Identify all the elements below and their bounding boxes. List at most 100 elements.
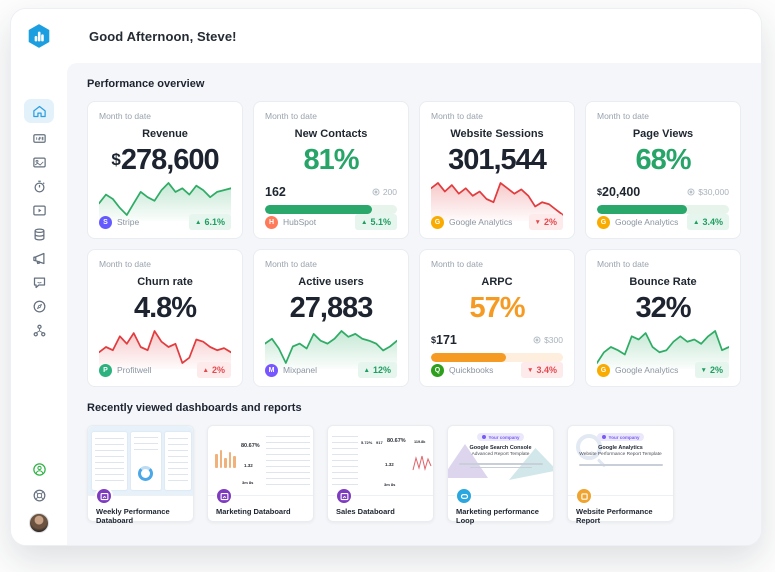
compass-icon <box>33 300 45 313</box>
kpi-period: Month to date <box>99 111 151 121</box>
kpi-value: 4.8% <box>133 292 197 324</box>
megaphone-icon <box>32 252 44 265</box>
churn-sparkline <box>98 327 232 369</box>
chat-icon <box>33 277 45 289</box>
trend-arrow-icon: ▲ <box>363 366 370 374</box>
kpi-period: Month to date <box>597 111 649 121</box>
report-thumbnail: Your company Google Analytics Website Pe… <box>568 426 673 496</box>
google-analytics-icon: G <box>597 363 610 377</box>
kpi-card-revenue[interactable]: Month to date Revenue $278,600 S Stripe ▲… <box>87 101 243 239</box>
currency-symbol: $ <box>111 150 121 169</box>
sidebar-bottom <box>11 461 67 533</box>
kpi-card-active-users[interactable]: Month to date Active users 27,883 M Mixpa… <box>253 249 409 387</box>
kpi-period: Month to date <box>431 259 483 269</box>
data-source: P Profitwell <box>99 363 151 377</box>
recent-card-title: Weekly Performance Databoard <box>96 507 170 525</box>
sidebar-item-databoards[interactable] <box>24 154 54 171</box>
company-dot-icon <box>601 434 607 440</box>
progress-bar <box>597 205 729 214</box>
sidebar-item-reports[interactable] <box>24 202 54 219</box>
goal-current: $20,400 <box>597 185 641 199</box>
header: Good Afternoon, Steve! <box>67 9 761 63</box>
goal-target: 200 <box>372 187 397 197</box>
mini-line-chart <box>412 455 432 471</box>
google-analytics-icon: G <box>597 215 610 229</box>
databox-logo-icon[interactable] <box>26 23 52 49</box>
sidebar-item-alerts[interactable] <box>24 250 54 267</box>
sidebar-item-goals[interactable] <box>24 178 54 195</box>
thumb-subtitle: Advanced Report Template <box>471 452 530 457</box>
user-avatar[interactable] <box>29 513 49 533</box>
sidebar-item-account-structure[interactable] <box>24 322 54 339</box>
sidebar-item-data-sources[interactable] <box>24 226 54 243</box>
kpi-title: Page Views <box>632 128 694 140</box>
trend-arrow-icon: ▼ <box>534 218 541 226</box>
loop-badge-icon <box>455 487 473 505</box>
target-icon <box>687 188 695 196</box>
trend-arrow-icon: ▼ <box>700 366 707 374</box>
kpi-period: Month to date <box>265 111 317 121</box>
goal-target: $30,000 <box>687 187 729 197</box>
recent-card-sales-databoard[interactable]: 5.72% 917 80.67% 119.8k 1.32 3m 8s Sales… <box>327 425 434 522</box>
assistant-button[interactable] <box>24 461 54 478</box>
target-icon <box>372 188 380 196</box>
databoard-thumbnail: 80.67% 1.32 3m 8s <box>208 426 313 496</box>
kpi-period: Month to date <box>431 111 483 121</box>
databoard-thumbnail: 5.72% 917 80.67% 119.8k 1.32 3m 8s <box>328 426 433 496</box>
recent-card-title: Website Performance Report <box>576 507 653 525</box>
recent-card-title: Sales Databoard <box>336 507 395 516</box>
magnifier-handle <box>596 458 607 468</box>
kpi-card-new-contacts[interactable]: Month to date New Contacts 81% 162 200 H… <box>253 101 409 239</box>
kpi-title: Active users <box>298 276 364 288</box>
databoard-badge-icon <box>215 487 233 505</box>
help-button[interactable] <box>24 487 54 504</box>
bounce-sparkline <box>596 327 730 369</box>
stripe-icon: S <box>99 215 112 229</box>
progress-bar <box>265 205 397 214</box>
change-badge: ▲ 12% <box>357 362 397 378</box>
recent-card-marketing-loop[interactable]: Your company Google Search Console Advan… <box>447 425 554 525</box>
sidebar-item-metrics[interactable] <box>24 130 54 147</box>
thumb-subtitle: Website Performance Report Template <box>579 452 662 457</box>
sidebar-item-messages[interactable] <box>24 274 54 291</box>
data-source: G Google Analytics <box>431 215 512 229</box>
kpi-title: ARPC <box>481 276 513 288</box>
mini-donut-chart <box>138 466 153 481</box>
kpi-period: Month to date <box>597 259 649 269</box>
trend-arrow-icon: ▲ <box>195 218 202 226</box>
goal-current: 162 <box>265 185 286 199</box>
change-badge: ▲ 5.1% <box>355 214 397 230</box>
goal-current: $171 <box>431 333 457 347</box>
goal-target: $300 <box>533 335 563 345</box>
sidebar-item-explore[interactable] <box>24 298 54 315</box>
report-thumbnail: Your company Google Search Console Advan… <box>448 426 553 496</box>
lifebuoy-icon <box>33 489 45 502</box>
databoard-icon <box>32 157 46 168</box>
company-pill: Your company <box>476 433 525 441</box>
kpi-card-page-views[interactable]: Month to date Page Views 68% $20,400 $30… <box>585 101 741 239</box>
kpi-title: Website Sessions <box>450 128 544 140</box>
mixpanel-icon: M <box>265 363 278 377</box>
data-source: G Google Analytics <box>597 363 678 377</box>
data-source: G Google Analytics <box>597 215 678 229</box>
change-badge: ▼ 2% <box>694 362 729 378</box>
data-source: Q Quickbooks <box>431 363 493 377</box>
recent-card-marketing-databoard[interactable]: 80.67% 1.32 3m 8s Marketing Databoard <box>207 425 314 522</box>
company-dot-icon <box>481 434 487 440</box>
metrics-icon <box>32 134 46 143</box>
kpi-card-bounce-rate[interactable]: Month to date Bounce Rate 32% G Google An… <box>585 249 741 387</box>
home-icon <box>32 105 46 117</box>
data-sources-icon <box>34 228 44 241</box>
recent-card-weekly-performance[interactable]: Weekly Performance Databoard <box>87 425 194 525</box>
sidebar-item-home[interactable] <box>24 99 54 123</box>
recent-card-website-report[interactable]: Your company Google Analytics Website Pe… <box>567 425 674 525</box>
kpi-card-churn-rate[interactable]: Month to date Churn rate 4.8% P Profitwel… <box>87 249 243 387</box>
databoard-thumbnail <box>88 426 193 496</box>
data-source: H HubSpot <box>265 215 316 229</box>
sessions-sparkline <box>430 179 564 221</box>
kpi-card-website-sessions[interactable]: Month to date Website Sessions 301,544 G… <box>419 101 575 239</box>
magnifier-icon <box>576 434 602 460</box>
kpi-value: 27,883 <box>289 292 374 324</box>
google-analytics-icon: G <box>431 215 444 229</box>
kpi-card-arpc[interactable]: Month to date ARPC 57% $171 $300 Q Quickb… <box>419 249 575 387</box>
